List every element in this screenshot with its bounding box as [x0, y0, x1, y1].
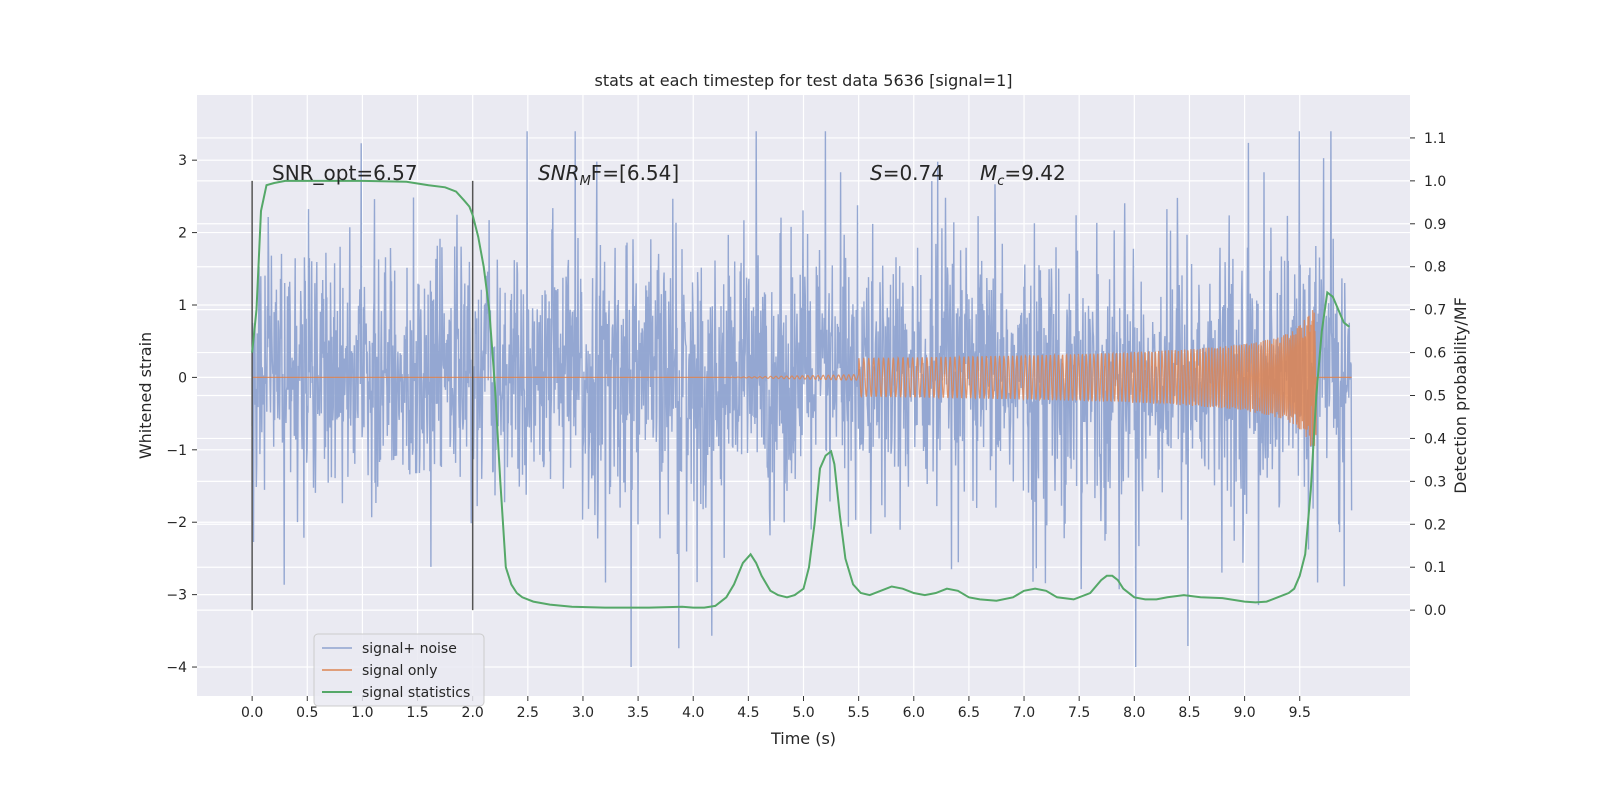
y-tick-label: 3 [178, 153, 187, 169]
vertical-markers [251, 180, 474, 611]
axis-ticks: 0.0 0.5 1.0 1.5 2.0 2.5 3.0 3.5 4.0 4.5 5.0 5.5 6.0 6… [166, 131, 1446, 721]
y-tick-label: 1 [178, 298, 187, 314]
y2-tick-label: 1.0 [1424, 174, 1446, 190]
annotation-mc-main: M [980, 161, 997, 185]
annotation-snr-mf-main: SNR [538, 161, 580, 185]
series-signal-plus-noise [251, 131, 1353, 668]
annotation-snr-mf: SNRMF=[6.54] [538, 161, 679, 189]
legend-box [313, 633, 485, 707]
x-tick-label: 4.0 [682, 705, 704, 721]
chart-title: stats at each timestep for test data 563… [594, 71, 1012, 90]
annotation-mc-value: =9.42 [1004, 161, 1065, 185]
x-tick-label: 0.5 [296, 705, 318, 721]
x-tick-label: 9.5 [1289, 705, 1311, 721]
y2-tick-label: 0.7 [1424, 303, 1446, 319]
y2-tick-label: 0.6 [1424, 346, 1446, 362]
x-tick-label: 2.5 [517, 705, 539, 721]
x-tick-label: 0.0 [241, 705, 263, 721]
legend-label-signal-plus-noise: signal+ noise [362, 641, 457, 657]
x-axis-label: Time (s) [770, 729, 836, 748]
series-signal-statistics [251, 179, 1350, 609]
y2-tick-label: 0.8 [1424, 260, 1446, 276]
annotation-snr-mf-sub: M [580, 174, 591, 189]
x-tick-label: 7.0 [1013, 705, 1035, 721]
annotation-mc-sub: c [997, 174, 1004, 189]
annotation-snr-mf-value: F=[6.54] [591, 161, 679, 185]
y-tick-label: −1 [166, 443, 187, 459]
x-tick-label: 7.5 [1068, 705, 1090, 721]
x-tick-label: 2.0 [462, 705, 484, 721]
x-tick-label: 4.5 [737, 705, 759, 721]
statistics-curve [251, 179, 1350, 609]
y2-tick-label: 0.5 [1424, 389, 1446, 405]
annotation-s: S=0.74 [870, 161, 944, 185]
x-tick-label: 3.5 [627, 705, 649, 721]
y2-tick-label: 0.2 [1424, 517, 1446, 533]
y2-tick-label: 0.4 [1424, 431, 1446, 447]
x-tick-label: 1.5 [406, 705, 428, 721]
x-tick-label: 9.0 [1233, 705, 1255, 721]
annotation-s-main: S [870, 161, 883, 185]
annotation-mc: Mc=9.42 [980, 161, 1066, 189]
y2-tick-label: 0.0 [1424, 603, 1446, 619]
y-tick-label: 0 [178, 370, 187, 386]
annotation-s-value: =0.74 [883, 161, 944, 185]
y2-tick-label: 0.3 [1424, 474, 1446, 490]
legend: signal+ noise signal only signal statist… [313, 633, 485, 707]
x-tick-label: 8.5 [1178, 705, 1200, 721]
y2-tick-label: 0.1 [1424, 560, 1446, 576]
y2-tick-label: 0.9 [1424, 217, 1446, 233]
x-tick-label: 6.0 [903, 705, 925, 721]
y2-axis-label: Detection probability/MF [1451, 297, 1470, 494]
x-tick-label: 6.5 [958, 705, 980, 721]
series-signal-only [252, 310, 1352, 447]
x-tick-label: 5.0 [792, 705, 814, 721]
y-axis-label: Whitened strain [136, 332, 155, 459]
noise-trace [251, 131, 1353, 668]
y2-tick-label: 1.1 [1424, 131, 1446, 147]
signal-trace [252, 310, 1352, 447]
legend-label-signal-statistics: signal statistics [362, 685, 470, 701]
x-tick-label: 8.0 [1123, 705, 1145, 721]
x-tick-label: 3.0 [572, 705, 594, 721]
y-tick-label: 2 [178, 226, 187, 242]
legend-label-signal-only: signal only [362, 663, 437, 679]
y-tick-label: −4 [166, 660, 187, 676]
annotation-snr-opt: SNR_opt=6.57 [272, 161, 418, 185]
y-tick-label: −2 [166, 515, 187, 531]
x-tick-label: 5.5 [848, 705, 870, 721]
y-tick-label: −3 [166, 588, 187, 604]
x-tick-label: 1.0 [351, 705, 373, 721]
